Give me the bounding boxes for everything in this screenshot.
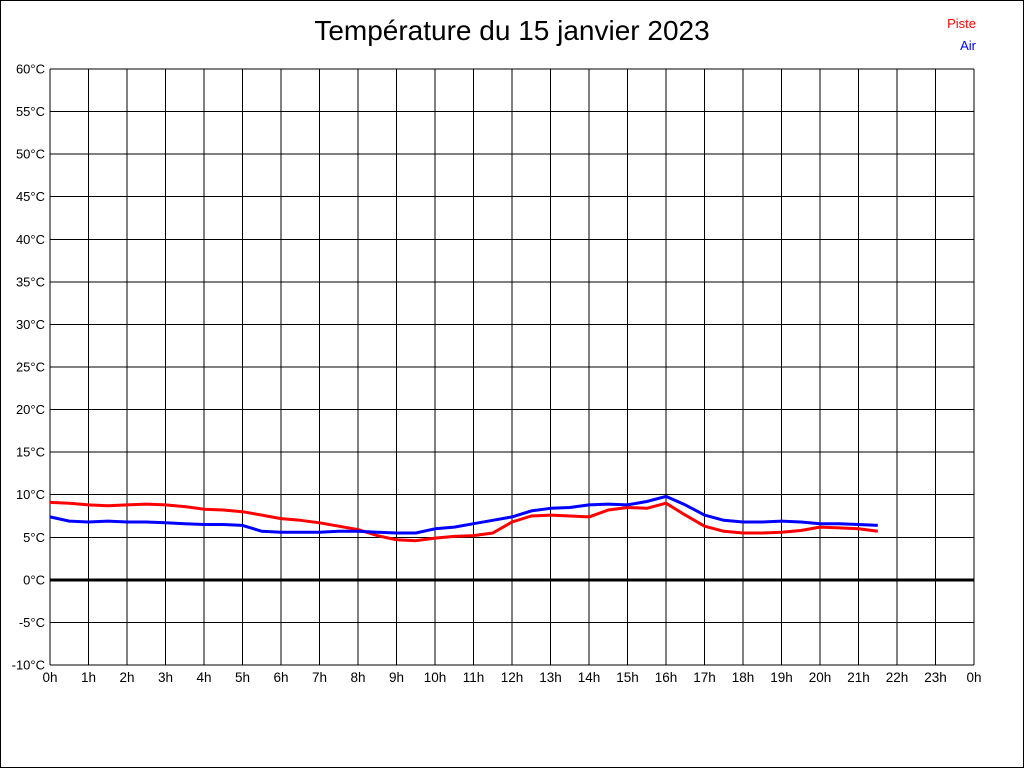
y-tick-label: 15°C	[16, 445, 45, 460]
x-tick-label: 8h	[350, 670, 365, 685]
y-tick-label: 20°C	[16, 402, 45, 417]
legend-label-air: Air	[960, 38, 976, 53]
x-tick-label: 17h	[693, 670, 716, 685]
y-tick-label: 55°C	[16, 104, 45, 119]
y-tick-label: 50°C	[16, 147, 45, 162]
y-tick-label: 45°C	[16, 189, 45, 204]
x-tick-label: 9h	[389, 670, 404, 685]
x-tick-label: 6h	[273, 670, 288, 685]
x-tick-label: 4h	[196, 670, 211, 685]
x-tick-label: 21h	[847, 670, 870, 685]
y-tick-label: 60°C	[16, 62, 45, 77]
piste-line	[49, 500, 878, 543]
y-tick-label: 5°C	[23, 530, 45, 545]
y-axis-labels: 60°C 55°C 50°C 45°C 40°C 35°C 30°C 25°C 20°C 15°C…	[12, 62, 45, 673]
x-tick-label: 0h	[42, 670, 57, 685]
x-tick-label: 11h	[463, 670, 485, 685]
x-tick-label: 5h	[235, 670, 250, 685]
chart-title: Température du 15 janvier 2023	[314, 15, 710, 46]
x-tick-label: 16h	[655, 670, 678, 685]
legend-label-piste: Piste	[947, 16, 976, 31]
x-tick-label: 10h	[424, 670, 447, 685]
y-tick-label: 40°C	[16, 232, 45, 247]
x-tick-label: 1h	[81, 670, 96, 685]
x-tick-label: 20h	[809, 670, 832, 685]
grid	[49, 68, 975, 666]
y-tick-label: -5°C	[19, 615, 45, 630]
y-tick-label: -10°C	[12, 658, 45, 673]
y-tick-label: 0°C	[23, 572, 45, 587]
chart-legend: Piste Air	[947, 13, 976, 57]
y-tick-label: 30°C	[16, 317, 45, 332]
y-tick-label: 25°C	[16, 360, 45, 375]
y-tick-label: 10°C	[16, 487, 45, 502]
x-tick-label: 22h	[886, 670, 909, 685]
air-line	[49, 494, 878, 535]
x-axis-labels: 0h 1h 2h 3h 4h 5h 6h 7h 8h 9h 10h 11h 12h 13h 14h 15h 16…	[42, 670, 981, 685]
x-tick-label: 19h	[770, 670, 793, 685]
x-tick-label: 7h	[312, 670, 327, 685]
x-tick-label: 2h	[119, 670, 134, 685]
x-tick-label: 0h	[966, 670, 981, 685]
x-tick-label: 23h	[924, 670, 947, 685]
x-tick-label: 15h	[616, 670, 639, 685]
x-tick-label: 14h	[578, 670, 601, 685]
x-tick-label: 12h	[501, 670, 524, 685]
x-tick-label: 18h	[732, 670, 755, 685]
y-tick-label: 35°C	[16, 274, 45, 289]
x-tick-label: 13h	[539, 670, 562, 685]
x-tick-label: 3h	[158, 670, 173, 685]
